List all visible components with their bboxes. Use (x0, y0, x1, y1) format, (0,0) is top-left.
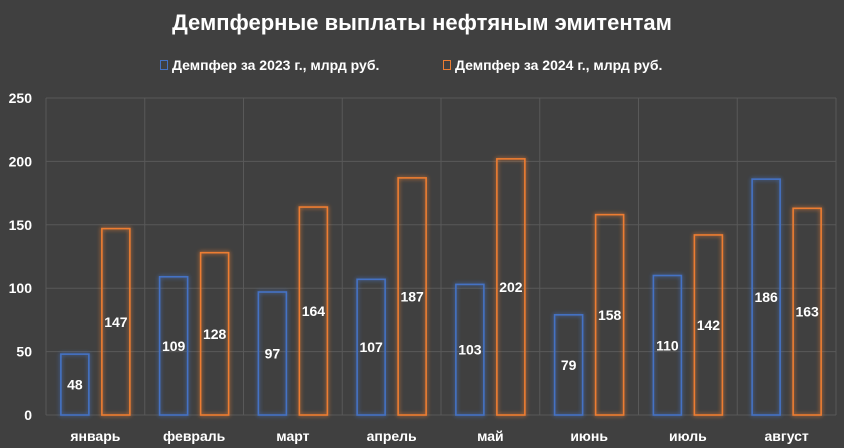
bar-2023 (553, 314, 584, 416)
bar-2023 (652, 274, 683, 416)
data-label: 107 (359, 339, 383, 355)
data-label: 158 (598, 307, 622, 323)
bars (60, 158, 822, 416)
x-category-label: январь (70, 428, 120, 444)
x-category-label: май (477, 428, 504, 444)
y-axis: 0 50 100 150 200 250 (9, 90, 33, 423)
y-tick-label: 0 (24, 407, 32, 423)
data-label: 128 (203, 326, 227, 342)
y-tick-label: 100 (9, 280, 33, 296)
bar-2023 (356, 278, 386, 416)
data-label: 97 (265, 346, 281, 362)
bar-2024 (101, 227, 131, 416)
x-category-label: июнь (570, 428, 608, 444)
bar-2024 (199, 251, 230, 416)
chart-title: Демпферные выплаты нефтяным эмитентам (172, 10, 672, 35)
data-label: 202 (499, 279, 523, 295)
data-label: 163 (795, 304, 819, 320)
gridlines (45, 97, 837, 416)
data-label: 147 (104, 314, 128, 330)
legend-swatch-2023 (160, 60, 168, 70)
y-tick-label: 200 (9, 153, 33, 169)
legend-label-2023: Демпфер за 2023 г., млрд руб. (172, 57, 380, 73)
data-label: 164 (302, 303, 326, 319)
bar-2023 (60, 353, 90, 416)
y-tick-label: 250 (9, 90, 33, 106)
data-label: 79 (561, 357, 577, 373)
x-category-label: апрель (367, 428, 417, 444)
data-label: 142 (697, 317, 721, 333)
y-tick-label: 50 (16, 344, 32, 360)
legend-item-2023: Демпфер за 2023 г., млрд руб. (160, 57, 379, 73)
data-label: 109 (162, 338, 186, 354)
legend-label-2024: Демпфер за 2024 г., млрд руб. (455, 57, 663, 73)
x-category-label: февраль (163, 428, 226, 444)
x-category-label: март (276, 428, 309, 444)
x-axis: январь февраль март апрель май июнь июль август (70, 428, 809, 444)
x-category-label: июль (669, 428, 707, 444)
x-category-label: август (764, 428, 808, 444)
bar-2024 (298, 206, 329, 416)
data-label: 103 (458, 342, 482, 358)
bar-2023 (158, 275, 189, 416)
data-label: 48 (67, 377, 83, 393)
legend-item-2024: Демпфер за 2024 г., млрд руб. (443, 57, 662, 73)
bar-2024 (397, 177, 427, 416)
data-labels: 48 147 109 128 97 164 107 187 103 202 79 158 110 142 1… (67, 279, 819, 393)
y-tick-label: 150 (9, 217, 33, 233)
bar-2023 (751, 178, 781, 416)
bar-2024 (792, 207, 822, 416)
data-label: 110 (656, 337, 679, 353)
bar-2024 (594, 213, 625, 416)
data-label: 187 (400, 288, 424, 304)
bar-2024 (693, 234, 724, 416)
bar-2023 (455, 283, 485, 416)
bar-2023 (257, 291, 288, 416)
legend-swatch-2024 (443, 60, 451, 70)
bar-2024 (496, 158, 526, 416)
data-label: 186 (754, 289, 778, 305)
